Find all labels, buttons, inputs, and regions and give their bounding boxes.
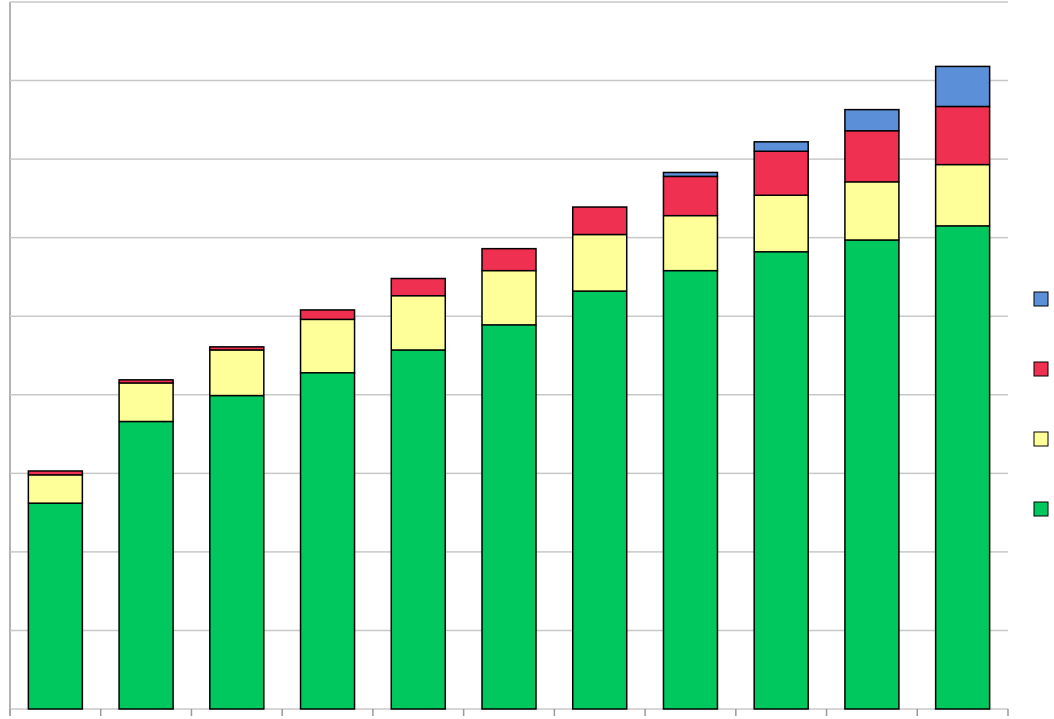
bar-segment bbox=[209, 346, 265, 351]
bar-segment bbox=[299, 372, 356, 710]
bar-segment bbox=[662, 269, 719, 710]
bar-segment bbox=[753, 150, 809, 196]
bar-segment bbox=[118, 382, 174, 423]
bar-segment bbox=[934, 105, 991, 166]
bar-segment bbox=[844, 239, 900, 710]
bar-segment bbox=[390, 349, 447, 710]
bar-segment bbox=[844, 130, 900, 183]
bar-segment bbox=[390, 295, 447, 351]
bar-segment bbox=[390, 277, 447, 297]
bar-segment bbox=[753, 251, 809, 710]
bar-segment bbox=[662, 214, 719, 272]
legend-swatch bbox=[1033, 431, 1049, 447]
bar-segment bbox=[662, 175, 719, 217]
bar-segment bbox=[299, 318, 356, 374]
bar-segment bbox=[299, 309, 356, 321]
bar-segment bbox=[934, 65, 991, 108]
bar-segment bbox=[481, 247, 537, 272]
bar-segment bbox=[481, 324, 537, 710]
legend-swatch bbox=[1033, 361, 1049, 377]
bar-segment bbox=[209, 349, 265, 397]
bar-segment bbox=[27, 474, 84, 504]
bar-segment bbox=[934, 163, 991, 227]
bar-segment bbox=[844, 181, 900, 241]
bar-segment bbox=[571, 290, 628, 710]
bar-segment bbox=[844, 108, 900, 132]
legend-swatch bbox=[1033, 501, 1049, 517]
bar-segment bbox=[481, 269, 537, 326]
bar-segment bbox=[118, 420, 174, 710]
bar-segment bbox=[571, 233, 628, 292]
bar-segment bbox=[934, 225, 991, 710]
bar-segment bbox=[209, 394, 265, 710]
bar-segment bbox=[118, 379, 174, 384]
bar-segment bbox=[662, 171, 719, 178]
bar-segment bbox=[27, 470, 84, 476]
bar-segment bbox=[753, 141, 809, 153]
bar-segment bbox=[753, 194, 809, 253]
legend-swatch bbox=[1033, 291, 1049, 307]
bar-segment bbox=[27, 502, 84, 710]
bar-segment bbox=[571, 206, 628, 236]
